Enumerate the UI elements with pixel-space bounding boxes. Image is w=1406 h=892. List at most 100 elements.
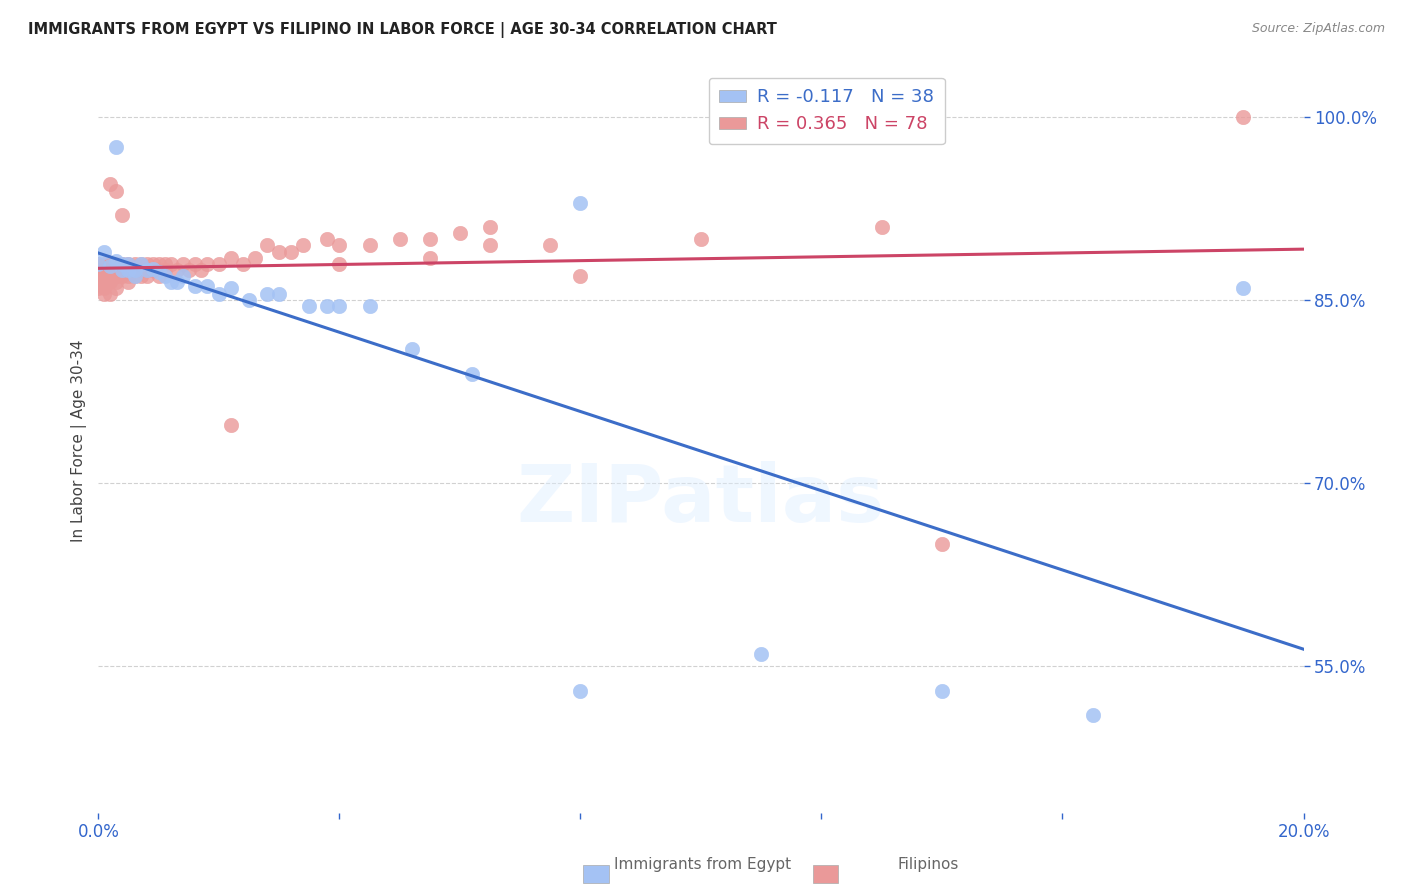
Point [124,268,146,283]
Point [166,263,188,277]
Point [124,263,146,277]
Text: Immigrants from Egypt: Immigrants from Egypt [614,857,792,872]
Point [105,254,128,268]
Point [1081,708,1104,723]
Point [280,244,302,259]
Point [100,259,122,273]
Point [87,281,110,295]
Point [129,268,152,283]
Point [100,268,122,283]
Point [105,275,128,289]
Point [159,257,181,271]
Point [328,300,350,314]
Y-axis label: In Labor Force | Age 30-34: In Labor Force | Age 30-34 [72,340,87,542]
Point [87,257,110,271]
Point [124,257,146,271]
Point [159,275,181,289]
Point [479,220,502,235]
Text: IMMIGRANTS FROM EGYPT VS FILIPINO IN LABOR FORCE | AGE 30-34 CORRELATION CHART: IMMIGRANTS FROM EGYPT VS FILIPINO IN LAB… [28,22,778,38]
Point [142,261,165,276]
Point [359,238,381,252]
Point [316,232,339,246]
Point [148,265,170,279]
Point [172,257,194,271]
Point [105,268,128,283]
Point [359,300,381,314]
Point [105,184,128,198]
Text: Filipinos: Filipinos [897,857,959,872]
Point [105,281,128,295]
Point [129,257,152,271]
Point [292,238,315,252]
Point [1232,281,1254,295]
Point [87,263,110,277]
Point [100,257,122,271]
Point [569,684,592,698]
Point [172,268,194,283]
Legend: R = -0.117   N = 38, R = 0.365   N = 78: R = -0.117 N = 38, R = 0.365 N = 78 [709,78,945,145]
Point [479,238,502,252]
Point [316,300,339,314]
Point [111,268,134,283]
Point [328,238,350,252]
Point [117,257,139,271]
Point [749,647,772,661]
Point [93,281,115,295]
Point [870,220,893,235]
Point [117,268,139,283]
Point [124,268,146,283]
Point [153,257,176,271]
Point [195,257,218,271]
Point [93,257,115,271]
Point [117,263,139,277]
Point [690,232,713,246]
Point [105,257,128,271]
Point [931,537,953,551]
Text: Source: ZipAtlas.com: Source: ZipAtlas.com [1251,22,1385,36]
Point [166,275,188,289]
Point [148,268,170,283]
Point [419,251,441,265]
Point [135,263,157,277]
Point [129,257,152,271]
Point [100,287,122,301]
Point [124,263,146,277]
Point [142,263,165,277]
Point [208,287,231,301]
Point [190,263,212,277]
Point [328,257,350,271]
Point [129,263,152,277]
Point [87,275,110,289]
Point [93,244,115,259]
Point [538,238,561,252]
Point [111,263,134,277]
Point [142,257,165,271]
Point [153,268,176,283]
Point [219,417,242,432]
Point [111,208,134,222]
Point [195,278,218,293]
Point [419,232,441,246]
Point [401,342,423,356]
Point [243,251,266,265]
Point [388,232,411,246]
Point [461,367,484,381]
Point [135,268,157,283]
Point [238,293,260,308]
Point [269,287,291,301]
Point [219,251,242,265]
Point [105,263,128,277]
Point [100,275,122,289]
Text: ZIPatlas: ZIPatlas [517,461,884,540]
Point [298,300,321,314]
Point [93,287,115,301]
Point [100,263,122,277]
Point [184,257,207,271]
Point [87,257,110,271]
Point [105,139,128,153]
Point [153,263,176,277]
Point [135,257,157,271]
Point [135,263,157,277]
Point [208,257,231,271]
Point [449,227,471,241]
